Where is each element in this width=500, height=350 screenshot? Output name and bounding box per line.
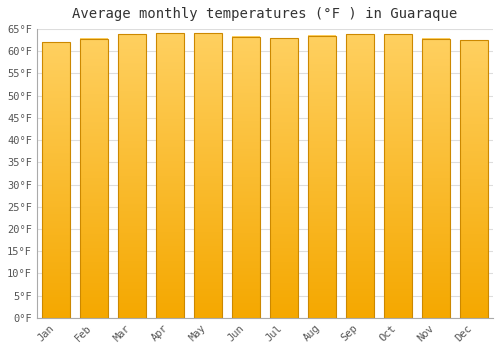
Bar — [460, 40, 487, 318]
Bar — [118, 34, 146, 318]
Bar — [384, 34, 411, 318]
Bar — [232, 37, 260, 318]
Title: Average monthly temperatures (°F ) in Guaraque: Average monthly temperatures (°F ) in Gu… — [72, 7, 458, 21]
Bar — [346, 34, 374, 318]
Bar — [422, 39, 450, 318]
Bar — [42, 42, 70, 318]
Bar — [156, 34, 184, 318]
Bar — [80, 39, 108, 318]
Bar — [308, 36, 336, 318]
Bar — [194, 33, 222, 318]
Bar — [270, 38, 297, 318]
